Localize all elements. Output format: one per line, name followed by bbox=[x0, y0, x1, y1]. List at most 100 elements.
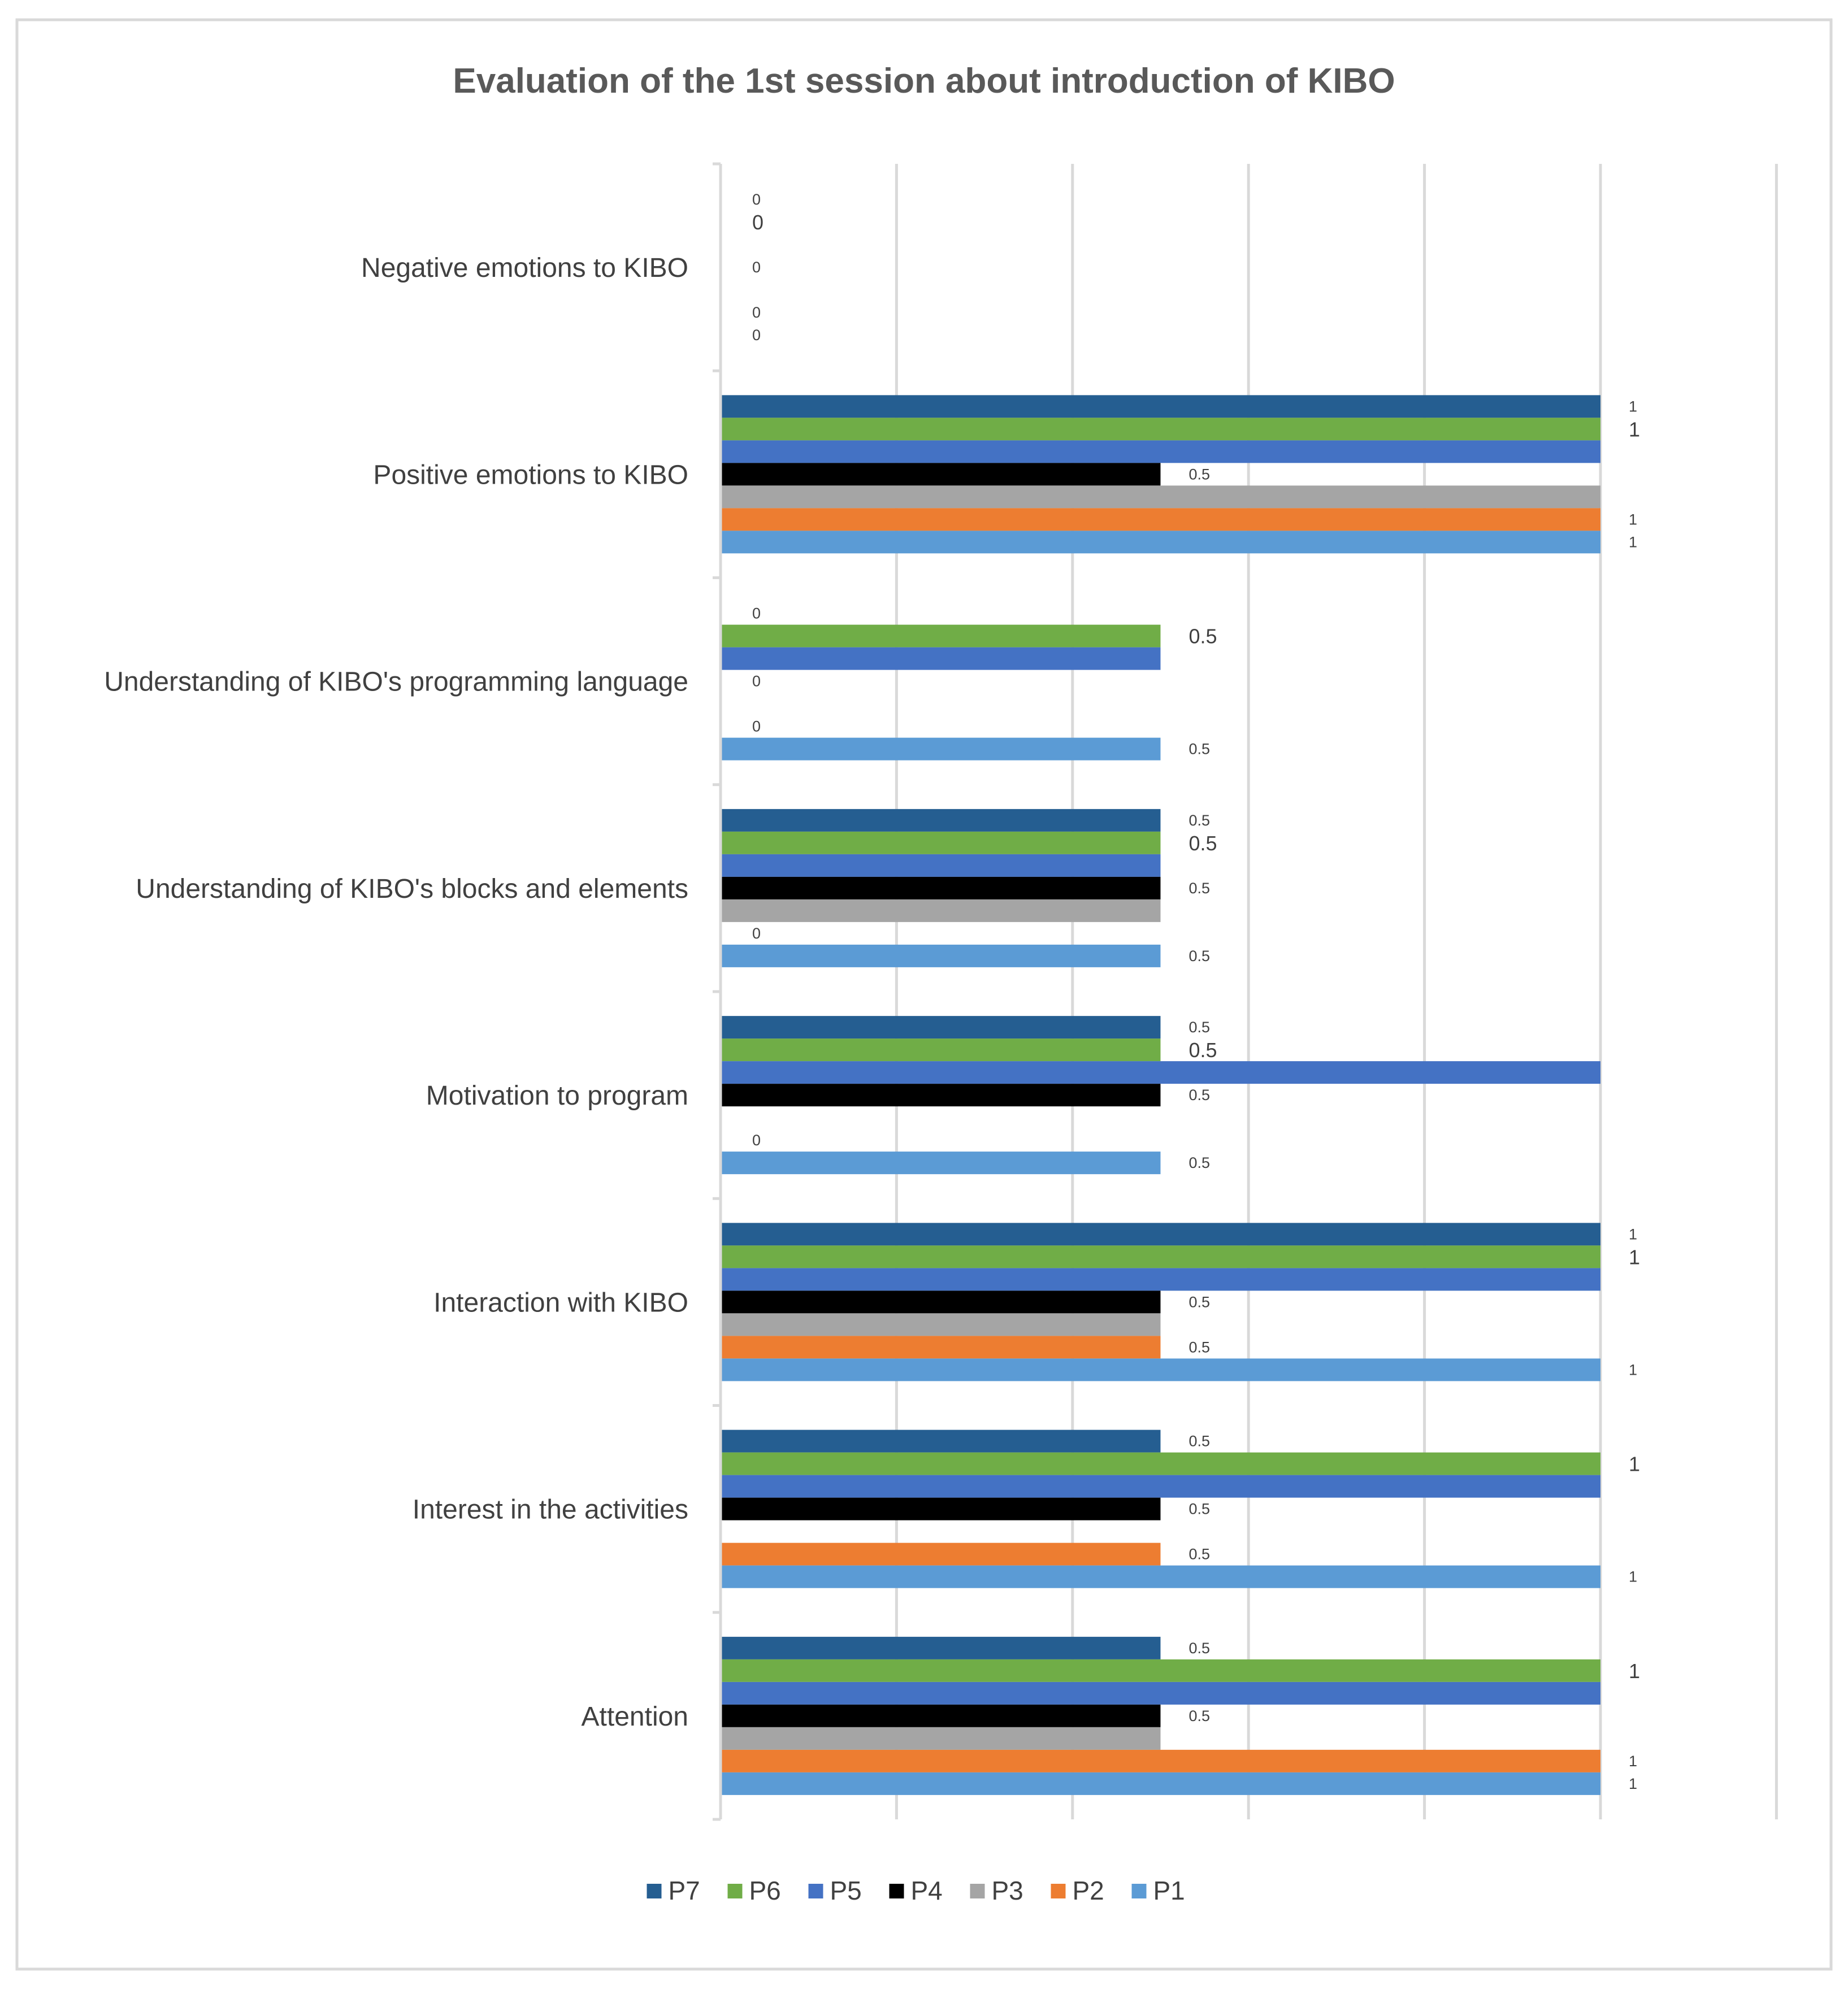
bar bbox=[721, 1336, 1161, 1359]
legend-swatch bbox=[727, 1884, 743, 1898]
data-label: 1 bbox=[1629, 1361, 1637, 1378]
legend: P7 P6 P5 P4 P3 P2 P1 bbox=[647, 1876, 1185, 1905]
data-label: 1 bbox=[1629, 418, 1640, 441]
data-label: 0 bbox=[752, 304, 761, 321]
legend-label: P3 bbox=[992, 1876, 1023, 1905]
data-label: 1 bbox=[1629, 1775, 1637, 1792]
bar bbox=[721, 624, 1161, 648]
legend-swatch bbox=[808, 1884, 823, 1898]
chart-title: Evaluation of the 1st session about intr… bbox=[453, 62, 1395, 101]
legend-swatch bbox=[970, 1884, 985, 1898]
bar bbox=[721, 1772, 1600, 1795]
bar bbox=[721, 737, 1161, 761]
bar bbox=[721, 1223, 1600, 1246]
data-label: 0 bbox=[752, 605, 761, 622]
data-label: 0 bbox=[752, 259, 761, 276]
data-label: 1 bbox=[1629, 398, 1637, 415]
data-label: 0 bbox=[752, 673, 761, 690]
bar bbox=[721, 1358, 1600, 1381]
bar bbox=[721, 1749, 1600, 1772]
data-label: 1 bbox=[1629, 1753, 1637, 1770]
data-label: 1 bbox=[1629, 511, 1637, 528]
bar bbox=[721, 1016, 1161, 1039]
bar bbox=[721, 854, 1161, 877]
data-label: 0 bbox=[752, 1132, 761, 1149]
data-label: 0.5 bbox=[1189, 1433, 1211, 1450]
bar bbox=[721, 463, 1161, 486]
legend-label: P1 bbox=[1153, 1876, 1185, 1905]
bar bbox=[721, 831, 1161, 854]
data-label: 1 bbox=[1629, 1453, 1640, 1476]
bar bbox=[721, 1681, 1600, 1705]
legend-swatch bbox=[1051, 1884, 1066, 1898]
category-label: Negative emotions to KIBO bbox=[361, 253, 688, 283]
data-label: 0.5 bbox=[1189, 466, 1211, 483]
category-label: Positive emotions to KIBO bbox=[373, 460, 688, 490]
legend-swatch bbox=[1131, 1884, 1147, 1898]
bar bbox=[721, 876, 1161, 900]
legend-label: P4 bbox=[911, 1876, 943, 1905]
legend-label: P2 bbox=[1073, 1876, 1104, 1905]
data-label: 0.5 bbox=[1189, 832, 1217, 855]
bar bbox=[721, 418, 1600, 441]
legend-label: P5 bbox=[830, 1876, 862, 1905]
category-label: Motivation to program bbox=[426, 1081, 688, 1111]
data-label: 0 bbox=[752, 327, 761, 344]
category-label: Interaction with KIBO bbox=[433, 1288, 688, 1318]
bar bbox=[721, 1061, 1600, 1084]
bar bbox=[721, 1475, 1600, 1498]
bar bbox=[721, 531, 1600, 554]
data-label: 0.5 bbox=[1189, 1640, 1211, 1657]
legend-label: P7 bbox=[669, 1876, 700, 1905]
bar bbox=[721, 1152, 1161, 1175]
bar bbox=[721, 1497, 1161, 1520]
data-label: 0 bbox=[752, 925, 761, 942]
bar bbox=[721, 1636, 1161, 1659]
bar bbox=[721, 1268, 1600, 1291]
bar bbox=[721, 1313, 1161, 1336]
data-label: 1 bbox=[1629, 1568, 1637, 1585]
data-label: 0.5 bbox=[1189, 625, 1217, 648]
category-label: Understanding of KIBO's programming lang… bbox=[104, 667, 688, 697]
data-label: 0.5 bbox=[1189, 1707, 1211, 1724]
category-label: Attention bbox=[582, 1702, 688, 1732]
bar bbox=[721, 1084, 1161, 1107]
bar bbox=[721, 1291, 1161, 1314]
data-label: 0.5 bbox=[1189, 948, 1211, 964]
bar bbox=[721, 944, 1161, 967]
bar bbox=[721, 899, 1161, 922]
data-label: 0 bbox=[752, 191, 761, 208]
data-label: 0.5 bbox=[1189, 1293, 1211, 1310]
legend-swatch bbox=[647, 1884, 662, 1898]
data-label: 1 bbox=[1629, 1659, 1640, 1683]
bar bbox=[721, 809, 1161, 832]
bar bbox=[721, 1430, 1161, 1453]
bar bbox=[721, 395, 1600, 418]
category-axis: Negative emotions to KIBO Positive emotio… bbox=[104, 162, 722, 1821]
bar bbox=[721, 440, 1600, 463]
data-label: 0.5 bbox=[1189, 880, 1211, 897]
data-label: 1 bbox=[1629, 533, 1637, 550]
legend-label: P6 bbox=[749, 1876, 781, 1905]
bar bbox=[721, 1543, 1161, 1566]
bar bbox=[721, 1245, 1600, 1268]
legend-swatch bbox=[889, 1884, 904, 1898]
data-label: 0.5 bbox=[1189, 1019, 1211, 1036]
category-label: Understanding of KIBO's blocks and eleme… bbox=[136, 874, 688, 904]
bar bbox=[721, 485, 1600, 509]
bar bbox=[721, 1727, 1161, 1750]
bars bbox=[721, 395, 1600, 1795]
data-labels: 0 0 0 0 0 1 1 0.5 1 1 0 0.5 0 0 0.5 0.5 0.5 0.5 0 0.5 0.5 0.5… bbox=[752, 191, 1640, 1792]
data-label: 0.5 bbox=[1189, 1501, 1211, 1518]
data-label: 0.5 bbox=[1189, 812, 1211, 829]
data-label: 1 bbox=[1629, 1245, 1640, 1268]
data-label: 0.5 bbox=[1189, 741, 1211, 758]
bar bbox=[721, 1452, 1600, 1475]
data-label: 0.5 bbox=[1189, 1087, 1211, 1103]
bar bbox=[721, 1039, 1161, 1062]
data-label: 0 bbox=[752, 718, 761, 735]
data-label: 0.5 bbox=[1189, 1339, 1211, 1355]
data-label: 0.5 bbox=[1189, 1154, 1211, 1171]
